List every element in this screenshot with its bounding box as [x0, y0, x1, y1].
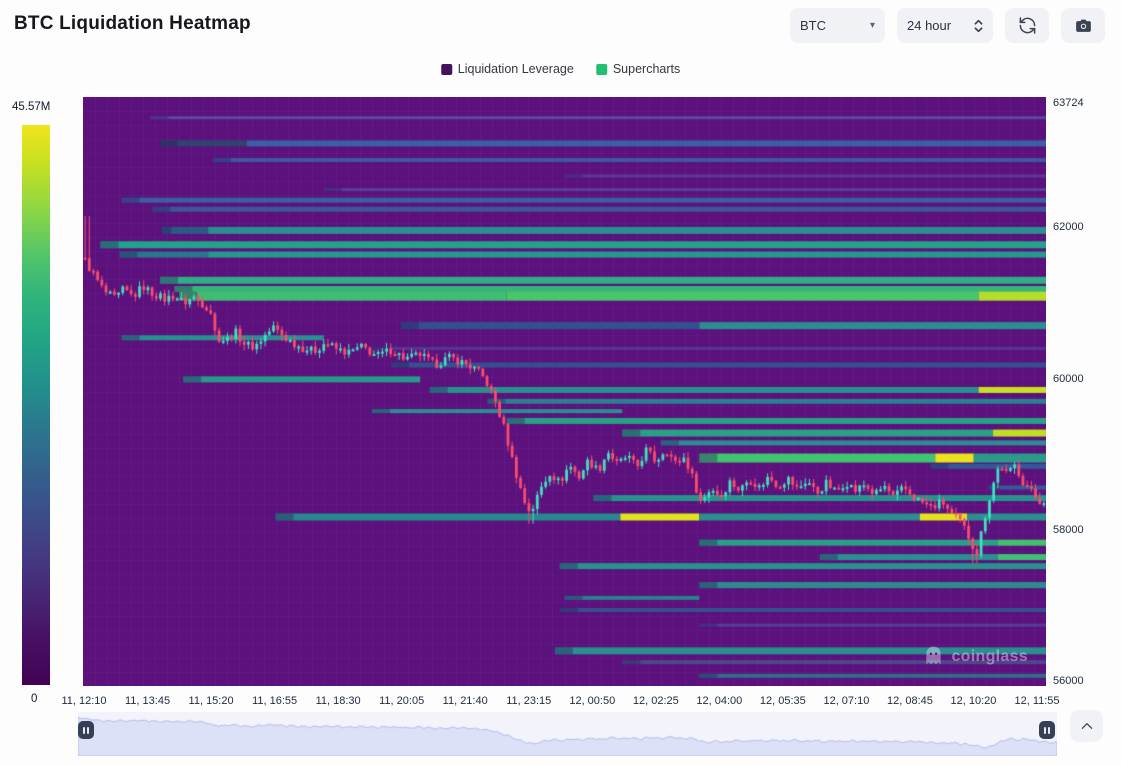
colorbar-max-label: 45.57M: [12, 101, 51, 113]
x-tick-label: 12, 00:50: [569, 695, 616, 707]
x-tick-label: 11, 18:30: [315, 695, 361, 707]
y-tick-label: 63724: [1053, 97, 1084, 109]
legend-label: Supercharts: [612, 62, 681, 76]
page-title: BTC Liquidation Heatmap: [14, 13, 251, 34]
price-axis: 63724 62000 60000 58000 56000: [1053, 97, 1113, 688]
heatmap-canvas[interactable]: [83, 97, 1046, 686]
refresh-button[interactable]: [1005, 8, 1049, 43]
y-tick-label: 62000: [1053, 221, 1084, 234]
legend-swatch-green: [595, 63, 607, 75]
colorbar-gradient: [22, 125, 50, 685]
chevron-down-icon: ▾: [869, 20, 875, 31]
legend-item-supercharts[interactable]: Supercharts: [595, 62, 681, 76]
range-navigator[interactable]: [78, 712, 1057, 756]
x-tick-label: 11, 23:15: [506, 695, 552, 707]
legend-swatch-purple: [440, 63, 452, 75]
screenshot-button[interactable]: [1061, 8, 1105, 43]
x-tick-label: 12, 04:00: [696, 695, 743, 707]
legend-item-liquidation-leverage[interactable]: Liquidation Leverage: [440, 62, 574, 76]
x-tick-label: 12, 11:55: [1014, 695, 1060, 707]
y-tick-label: 60000: [1053, 372, 1084, 385]
x-tick-label: 11, 13:45: [125, 695, 171, 707]
x-tick-label: 12, 05:35: [759, 695, 806, 707]
camera-icon: [1075, 19, 1091, 32]
timeframe-select-value: 24 hour: [907, 18, 952, 33]
symbol-select[interactable]: BTC ▾: [790, 8, 885, 43]
x-tick-label: 11, 12:10: [61, 695, 107, 707]
refresh-icon: [1019, 17, 1035, 34]
x-tick-label: 11, 21:40: [442, 695, 488, 707]
symbol-select-value: BTC: [800, 18, 826, 33]
scroll-top-button[interactable]: [1070, 710, 1103, 742]
stepper-icon: [974, 19, 983, 32]
time-axis: 11, 12:10 11, 13:45 11, 15:20 11, 16:55 11, …: [61, 695, 1059, 711]
navigator-canvas[interactable]: [78, 712, 1057, 756]
navigator-right-handle[interactable]: [1039, 721, 1055, 739]
chart-legend: Liquidation Leverage Supercharts: [440, 62, 681, 76]
x-tick-label: 12, 10:20: [950, 695, 997, 707]
y-tick-label: 58000: [1053, 523, 1084, 536]
navigator-left-handle[interactable]: [78, 721, 94, 739]
chevron-up-icon: [1081, 723, 1092, 729]
x-tick-label: 12, 02:25: [632, 695, 679, 707]
y-tick-label: 56000: [1053, 675, 1084, 688]
x-tick-label: 11, 15:20: [188, 695, 234, 707]
x-tick-label: 11, 16:55: [252, 695, 298, 707]
colorbar-min-label: 0: [31, 693, 38, 705]
heatmap-plot-area[interactable]: coinglass: [83, 97, 1046, 686]
legend-label: Liquidation Leverage: [457, 62, 574, 76]
timeframe-select[interactable]: 24 hour: [897, 8, 993, 43]
x-tick-label: 11, 20:05: [379, 695, 425, 707]
x-tick-label: 12, 07:10: [823, 695, 870, 707]
x-tick-label: 12, 08:45: [886, 695, 933, 707]
